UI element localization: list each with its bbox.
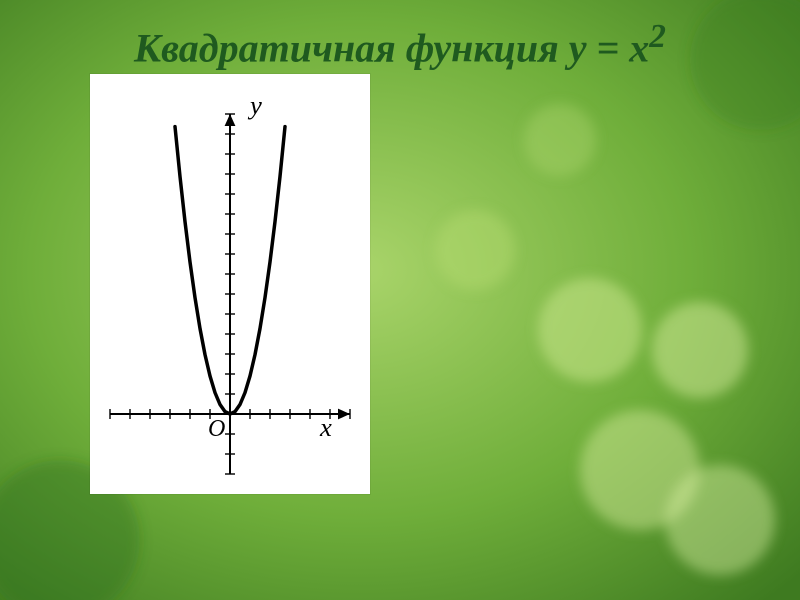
title-superscript: 2 — [649, 18, 666, 55]
slide-title: Квадратичная функция y = x2 — [0, 18, 800, 71]
svg-text:x: x — [319, 412, 332, 442]
svg-text:y: y — [247, 90, 262, 120]
slide-stage: Квадратичная функция y = x2 x y O — [0, 0, 800, 600]
title-text: Квадратичная функция y = x — [134, 25, 649, 70]
chart-card: x y O — [90, 74, 370, 494]
parabola-chart: x y O — [90, 74, 370, 494]
svg-text:O: O — [208, 416, 225, 442]
